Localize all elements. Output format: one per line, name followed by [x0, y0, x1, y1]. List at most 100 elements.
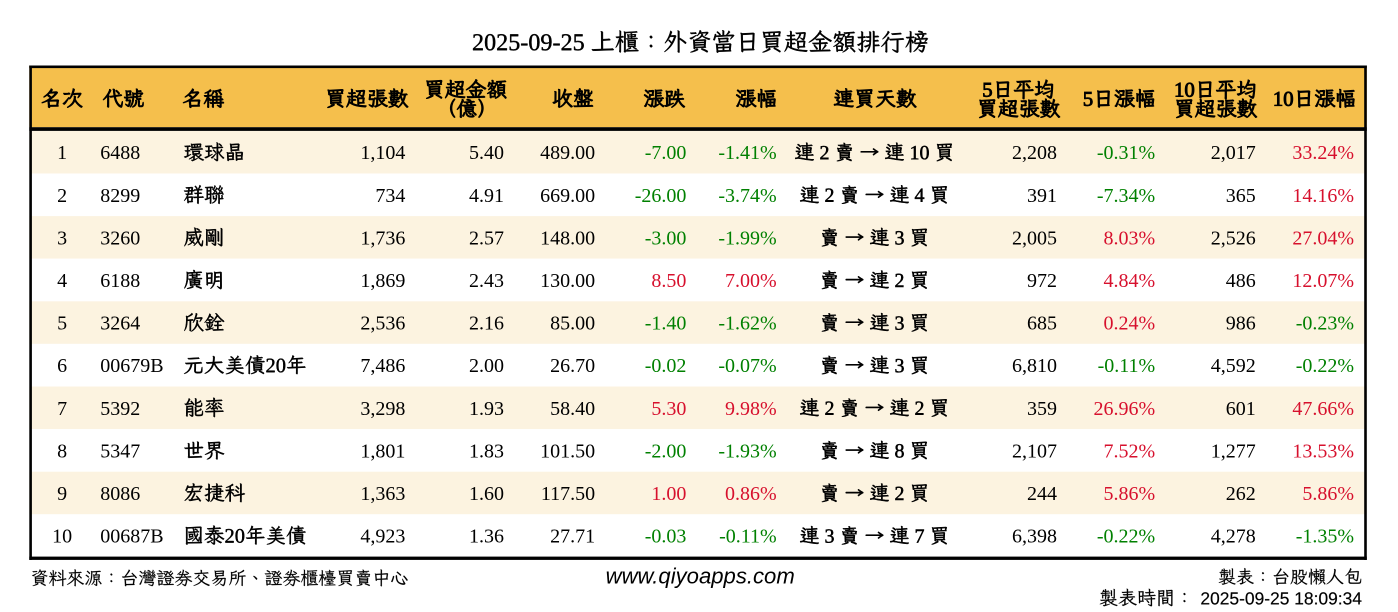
- svg-text:2.43: 2.43: [469, 270, 504, 292]
- svg-text:1.00: 1.00: [651, 483, 686, 505]
- svg-text:486: 486: [1226, 270, 1256, 292]
- svg-text:4,592: 4,592: [1211, 355, 1256, 377]
- svg-text:58.40: 58.40: [550, 398, 595, 420]
- svg-text:8: 8: [57, 440, 67, 462]
- svg-text:26.96%: 26.96%: [1094, 398, 1156, 420]
- svg-text:972: 972: [1027, 270, 1057, 292]
- svg-text:-1.41%: -1.41%: [718, 142, 776, 164]
- svg-text:5: 5: [57, 313, 67, 335]
- svg-text:-0.02: -0.02: [645, 355, 687, 377]
- svg-text:-0.31%: -0.31%: [1097, 142, 1155, 164]
- svg-text:-3.74%: -3.74%: [718, 185, 776, 207]
- svg-text:5.86%: 5.86%: [1104, 483, 1156, 505]
- svg-text:7.00%: 7.00%: [725, 270, 777, 292]
- svg-text:9: 9: [57, 483, 67, 505]
- svg-text:-26.00: -26.00: [635, 185, 687, 207]
- svg-text:-0.11%: -0.11%: [1098, 355, 1156, 377]
- svg-text:6488: 6488: [100, 142, 140, 164]
- svg-text:2,536: 2,536: [360, 313, 405, 335]
- svg-text:3260: 3260: [100, 227, 140, 249]
- svg-text:685: 685: [1027, 313, 1057, 335]
- svg-text:5392: 5392: [100, 398, 140, 420]
- svg-text:1,104: 1,104: [360, 142, 405, 164]
- svg-text:4,278: 4,278: [1211, 526, 1256, 548]
- svg-text:1,736: 1,736: [360, 227, 405, 249]
- svg-text:391: 391: [1027, 185, 1057, 207]
- svg-text:8086: 8086: [100, 483, 140, 505]
- svg-text:2,208: 2,208: [1012, 142, 1057, 164]
- svg-text:244: 244: [1027, 483, 1057, 505]
- svg-text:-1.40: -1.40: [645, 313, 687, 335]
- svg-text:27.71: 27.71: [550, 526, 595, 548]
- svg-text:2.16: 2.16: [469, 313, 504, 335]
- svg-text:359: 359: [1027, 398, 1057, 420]
- svg-text:2,107: 2,107: [1012, 440, 1057, 462]
- svg-text:1.93: 1.93: [469, 398, 504, 420]
- svg-text:7,486: 7,486: [360, 355, 405, 377]
- svg-text:1,869: 1,869: [360, 270, 405, 292]
- svg-text:6: 6: [57, 355, 67, 377]
- svg-text:10: 10: [52, 526, 72, 548]
- svg-text:5.86%: 5.86%: [1302, 483, 1354, 505]
- svg-text:148.00: 148.00: [540, 227, 595, 249]
- svg-text:7.52%: 7.52%: [1104, 440, 1156, 462]
- svg-text:-1.99%: -1.99%: [718, 227, 776, 249]
- svg-text:4.84%: 4.84%: [1104, 270, 1156, 292]
- svg-text:-0.03: -0.03: [645, 526, 687, 548]
- svg-text:www.qiyoapps.com: www.qiyoapps.com: [606, 564, 795, 589]
- svg-text:734: 734: [375, 185, 405, 207]
- svg-text:00687B: 00687B: [100, 526, 163, 548]
- svg-text:3264: 3264: [100, 313, 140, 335]
- svg-text:1.36: 1.36: [469, 526, 504, 548]
- svg-text:14.16%: 14.16%: [1292, 185, 1354, 207]
- svg-text:5.40: 5.40: [469, 142, 504, 164]
- svg-text:2,526: 2,526: [1211, 227, 1256, 249]
- svg-text:3: 3: [57, 227, 67, 249]
- svg-text:601: 601: [1226, 398, 1256, 420]
- svg-text:0.24%: 0.24%: [1104, 313, 1156, 335]
- svg-text:1,363: 1,363: [360, 483, 405, 505]
- svg-text:2.00: 2.00: [469, 355, 504, 377]
- svg-text:27.04%: 27.04%: [1292, 227, 1354, 249]
- svg-text:33.24%: 33.24%: [1292, 142, 1354, 164]
- svg-text:-3.00: -3.00: [645, 227, 687, 249]
- svg-text:1,277: 1,277: [1211, 440, 1256, 462]
- svg-text:130.00: 130.00: [540, 270, 595, 292]
- svg-text:6188: 6188: [100, 270, 140, 292]
- svg-text:8.03%: 8.03%: [1104, 227, 1156, 249]
- svg-text:2.57: 2.57: [469, 227, 504, 249]
- svg-text:6,398: 6,398: [1012, 526, 1057, 548]
- svg-text:85.00: 85.00: [550, 313, 595, 335]
- svg-text:669.00: 669.00: [540, 185, 595, 207]
- svg-text:101.50: 101.50: [540, 440, 595, 462]
- svg-text:12.07%: 12.07%: [1292, 270, 1354, 292]
- svg-text:986: 986: [1226, 313, 1256, 335]
- svg-text:262: 262: [1226, 483, 1256, 505]
- svg-text:-1.62%: -1.62%: [718, 313, 776, 335]
- svg-text:2,017: 2,017: [1211, 142, 1256, 164]
- svg-text:-0.22%: -0.22%: [1097, 526, 1155, 548]
- svg-text:117.50: 117.50: [541, 483, 595, 505]
- svg-text:8299: 8299: [100, 185, 140, 207]
- svg-text:1.83: 1.83: [469, 440, 504, 462]
- svg-text:4,923: 4,923: [360, 526, 405, 548]
- svg-text:0.86%: 0.86%: [725, 483, 777, 505]
- svg-text:4: 4: [57, 270, 67, 292]
- svg-text:-1.35%: -1.35%: [1296, 526, 1354, 548]
- svg-text:4.91: 4.91: [469, 185, 504, 207]
- svg-text:-7.00: -7.00: [645, 142, 687, 164]
- svg-text:-1.93%: -1.93%: [718, 440, 776, 462]
- svg-text:6,810: 6,810: [1012, 355, 1057, 377]
- svg-text:26.70: 26.70: [550, 355, 595, 377]
- svg-text:5347: 5347: [100, 440, 140, 462]
- svg-text:-0.07%: -0.07%: [718, 355, 776, 377]
- svg-text:47.66%: 47.66%: [1292, 398, 1354, 420]
- svg-text:3,298: 3,298: [360, 398, 405, 420]
- svg-text:2,005: 2,005: [1012, 227, 1057, 249]
- svg-text:1,801: 1,801: [360, 440, 405, 462]
- svg-text:365: 365: [1226, 185, 1256, 207]
- svg-text:7: 7: [57, 398, 67, 420]
- svg-text:-7.34%: -7.34%: [1097, 185, 1155, 207]
- svg-text:00679B: 00679B: [100, 355, 163, 377]
- svg-text:-0.22%: -0.22%: [1296, 355, 1354, 377]
